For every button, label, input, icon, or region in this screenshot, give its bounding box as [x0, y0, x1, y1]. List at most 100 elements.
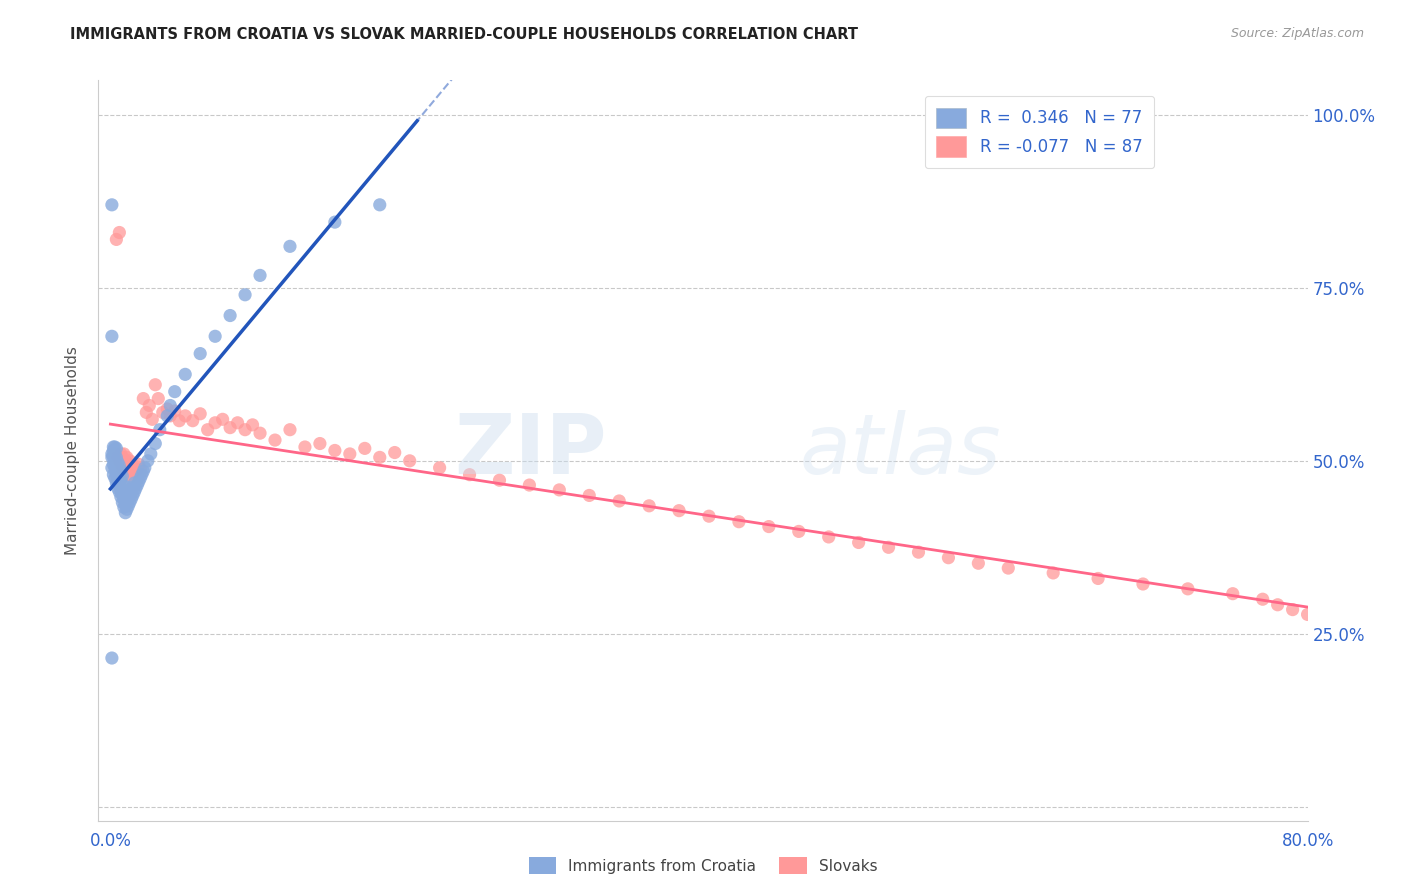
Point [353, 442, 375, 456]
Point [114, 488, 136, 502]
Point [728, 515, 751, 529]
Point [114, 464, 136, 478]
Point [108, 458, 131, 473]
Point [118, 486, 141, 500]
Point [132, 464, 155, 478]
Point [638, 499, 661, 513]
Point [120, 483, 142, 497]
Point [309, 436, 332, 450]
Point [323, 215, 346, 229]
Point [159, 409, 181, 423]
Point [139, 447, 162, 461]
Point [117, 458, 139, 472]
Point [578, 488, 600, 502]
Point [907, 545, 929, 559]
Point [110, 473, 132, 487]
Point [1177, 582, 1199, 596]
Point [104, 471, 127, 485]
Point [124, 485, 146, 500]
Point [104, 440, 127, 454]
Point [127, 478, 149, 492]
Point [384, 445, 406, 459]
Point [938, 550, 960, 565]
Point [1251, 592, 1274, 607]
Point [125, 459, 148, 474]
Point [110, 458, 132, 472]
Point [1296, 607, 1319, 622]
Point [188, 407, 211, 421]
Point [125, 482, 148, 496]
Point [429, 460, 451, 475]
Point [110, 482, 132, 496]
Point [817, 530, 839, 544]
Point [997, 561, 1019, 575]
Point [111, 495, 134, 509]
Point [118, 495, 141, 509]
Point [163, 384, 186, 399]
Legend: Immigrants from Croatia, Slovaks: Immigrants from Croatia, Slovaks [523, 851, 883, 880]
Text: atlas: atlas [800, 410, 1001, 491]
Point [115, 460, 138, 475]
Point [156, 401, 179, 416]
Point [107, 473, 129, 487]
Point [134, 460, 156, 475]
Point [877, 541, 900, 555]
Point [111, 487, 134, 501]
Point [124, 464, 146, 478]
Point [1222, 587, 1244, 601]
Point [1267, 598, 1289, 612]
Point [103, 467, 125, 482]
Point [101, 198, 124, 212]
Point [249, 268, 271, 283]
Point [107, 450, 129, 465]
Point [129, 462, 152, 476]
Point [115, 450, 138, 465]
Point [141, 412, 163, 426]
Point [110, 490, 132, 504]
Point [112, 491, 135, 506]
Point [204, 329, 226, 343]
Point [105, 475, 128, 490]
Text: ZIP: ZIP [454, 410, 606, 491]
Point [107, 482, 129, 496]
Point [115, 494, 138, 508]
Point [787, 524, 810, 539]
Point [226, 416, 249, 430]
Point [1281, 602, 1303, 616]
Point [114, 506, 136, 520]
Point [519, 478, 541, 492]
Point [105, 467, 128, 482]
Text: IMMIGRANTS FROM CROATIA VS SLOVAK MARRIED-COUPLE HOUSEHOLDS CORRELATION CHART: IMMIGRANTS FROM CROATIA VS SLOVAK MARRIE… [70, 27, 858, 42]
Point [197, 423, 219, 437]
Point [108, 485, 131, 500]
Point [264, 433, 287, 447]
Point [233, 423, 256, 437]
Point [101, 651, 124, 665]
Point [488, 473, 510, 487]
Point [1087, 572, 1109, 586]
Point [121, 460, 143, 475]
Point [233, 287, 256, 301]
Point [117, 467, 139, 482]
Point [967, 556, 990, 570]
Point [111, 462, 134, 476]
Point [136, 454, 159, 468]
Point [110, 463, 132, 477]
Point [143, 436, 166, 450]
Point [104, 460, 127, 475]
Point [105, 442, 128, 456]
Point [174, 409, 197, 423]
Point [278, 423, 301, 437]
Point [128, 475, 150, 489]
Point [135, 405, 157, 419]
Legend: R =  0.346   N = 77, R = -0.077   N = 87: R = 0.346 N = 77, R = -0.077 N = 87 [925, 96, 1154, 169]
Point [152, 405, 174, 419]
Point [104, 447, 127, 461]
Point [103, 440, 125, 454]
Point [181, 414, 204, 428]
Point [323, 443, 346, 458]
Point [120, 491, 142, 506]
Point [548, 483, 571, 497]
Point [132, 392, 155, 406]
Point [697, 509, 720, 524]
